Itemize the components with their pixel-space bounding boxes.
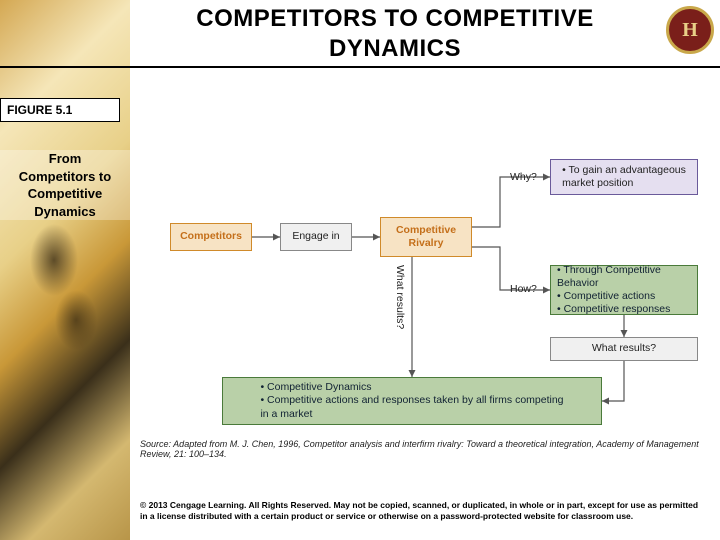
node-engage: Engage in (280, 223, 352, 251)
node-rivalry: Competitive Rivalry (380, 217, 472, 257)
figure-caption: From Competitors to Competitive Dynamics (0, 150, 130, 220)
node-how: • Through Competitive Behavior • Competi… (550, 265, 698, 315)
source-suffix: , 21: 100–134. (169, 449, 227, 459)
slide-title-block: COMPETITORS TO COMPETITIVE DYNAMICS (130, 0, 660, 68)
decorative-side-image (0, 0, 130, 540)
title-underline (0, 66, 720, 68)
node-results: What results? (550, 337, 698, 361)
node-why: • To gain an advantageous market positio… (550, 159, 698, 195)
edge-label-why: Why? (510, 171, 537, 183)
caption-l3: Competitive (28, 186, 102, 201)
edge-label-what-results: What results? (394, 265, 406, 329)
node-competitors: Competitors (170, 223, 252, 251)
institution-logo: H (666, 6, 714, 54)
logo-letter: H (682, 19, 698, 42)
caption-l2: Competitors to (19, 169, 111, 184)
flow-diagram: Competitors Engage in Competitive Rivalry •… (140, 135, 700, 465)
slide-title-line2: DYNAMICS (130, 34, 660, 64)
figure-source: Source: Adapted from M. J. Chen, 1996, C… (140, 439, 700, 459)
caption-l1: From (49, 151, 82, 166)
slide-title-line1: COMPETITORS TO COMPETITIVE (130, 4, 660, 34)
node-dynamics: • Competitive Dynamics • Competitive act… (222, 377, 602, 425)
edge-label-how: How? (510, 283, 537, 295)
caption-l4: Dynamics (34, 204, 95, 219)
copyright-notice: © 2013 Cengage Learning. All Rights Rese… (140, 500, 700, 522)
figure-number-box: FIGURE 5.1 (0, 98, 120, 122)
source-prefix: Source: Adapted from M. J. Chen, 1996, C… (140, 439, 596, 449)
